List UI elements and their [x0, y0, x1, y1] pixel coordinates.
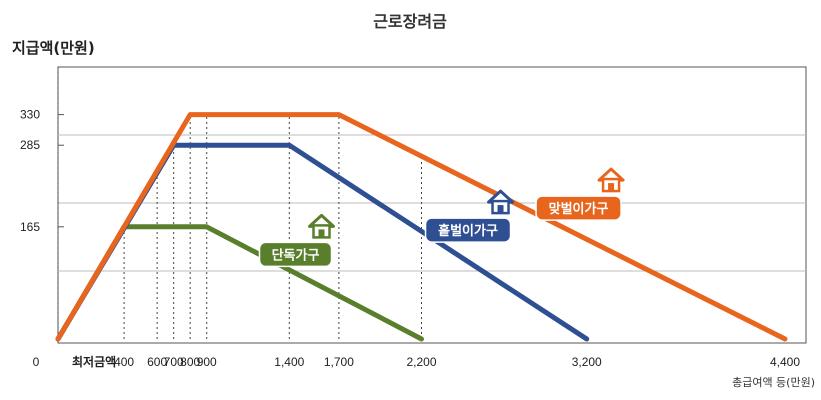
y-tick-label: 330 — [20, 108, 40, 122]
series-label-bg — [258, 241, 333, 268]
series-label-text: 맞벌이가구 — [549, 201, 609, 217]
x-tick-label: 600 — [147, 355, 167, 369]
guide-lines — [57, 67, 422, 339]
y-axis-label: 지급액(만원) — [12, 39, 95, 57]
x-tick-label: 2,200 — [406, 355, 436, 369]
x-tick-label: 800 — [180, 355, 200, 369]
series-label-text: 단독가구 — [272, 247, 320, 263]
x-tick-label: 1,400 — [274, 355, 304, 369]
house-icon — [308, 213, 336, 239]
grid-lines — [58, 134, 806, 272]
x-tick-label: 400 — [114, 355, 134, 369]
x-tick-label: 0 — [33, 355, 40, 369]
plot-area — [57, 66, 807, 344]
chart-title: 근로장려금 — [373, 12, 447, 31]
series-label: 홑벌이가구 — [424, 189, 515, 243]
y-tick-label: 165 — [20, 220, 40, 234]
x-tick-label: 700 — [164, 355, 184, 369]
house-icon — [597, 167, 625, 193]
house-icon — [487, 189, 515, 215]
y-tick-label: 285 — [20, 138, 40, 152]
x-tick-label: 3,200 — [572, 355, 602, 369]
y-ticks: 165 285 330 — [20, 108, 64, 234]
series-label-bg — [535, 195, 622, 221]
series-label: 맞벌이가구 — [535, 167, 625, 221]
series-line — [55, 112, 788, 342]
series-labels: 단독가구 홑벌이가구 맞벌이가구 — [258, 167, 625, 268]
x-tick-label: 1,700 — [324, 355, 354, 369]
x-tick-label: 900 — [197, 355, 217, 369]
x-tick-label: 4,400 — [770, 355, 800, 369]
series-label: 단독가구 — [258, 213, 336, 268]
x-min-label: 최저금액 — [72, 354, 116, 369]
series-label-text: 홑벌이가구 — [438, 223, 498, 239]
x-axis-label: 총급여액 등(만원) — [732, 376, 815, 389]
series-label-bg — [424, 217, 512, 243]
